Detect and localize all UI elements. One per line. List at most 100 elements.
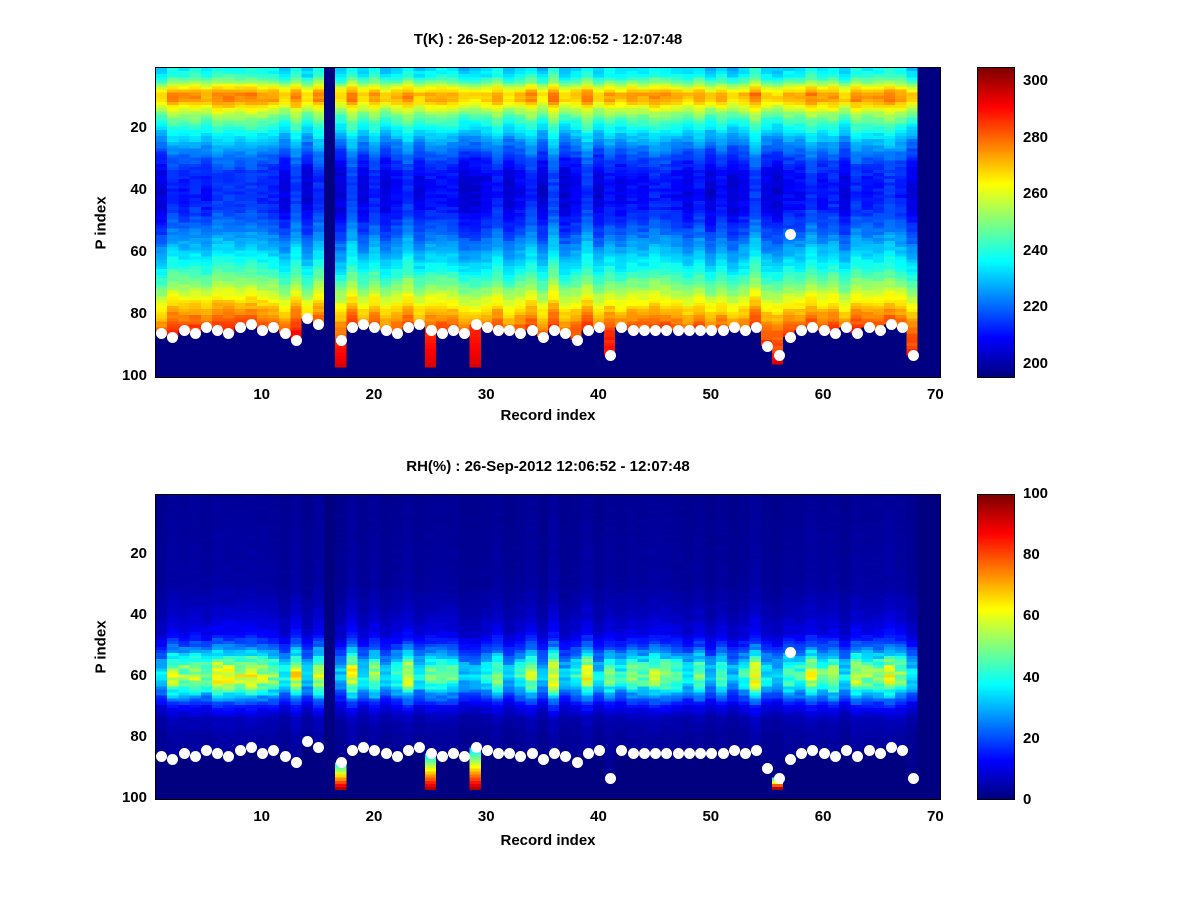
surface-dot xyxy=(358,319,370,331)
surface-dot xyxy=(661,748,673,760)
surface-dot xyxy=(380,748,392,760)
surface-dot xyxy=(829,328,841,340)
colorbar-tick-label: 100 xyxy=(1023,485,1049,502)
surface-dot xyxy=(391,328,403,340)
surface-dot xyxy=(706,748,718,760)
colorbar-canvas xyxy=(978,68,1014,377)
surface-dot xyxy=(156,751,168,763)
colorbar-tick-label: 0 xyxy=(1023,791,1032,808)
surface-dot xyxy=(885,319,897,331)
x-tick-label: 30 xyxy=(477,808,495,825)
surface-dot xyxy=(863,322,875,334)
surface-dot xyxy=(380,325,392,337)
surface-dot xyxy=(425,748,437,760)
surface-dot xyxy=(841,745,853,756)
surface-dot xyxy=(515,328,527,340)
surface-dot xyxy=(582,325,594,337)
surface-dot xyxy=(717,325,729,337)
y-axis-label: P index xyxy=(92,620,110,674)
surface-dot xyxy=(470,741,482,753)
surface-dot xyxy=(481,322,493,334)
surface-dot xyxy=(245,741,257,753)
x-tick-label: 60 xyxy=(814,808,832,825)
colorbar-tick-label: 240 xyxy=(1023,241,1049,259)
surface-dot xyxy=(223,328,235,340)
surface-dot xyxy=(638,325,650,337)
x-tick-label: 10 xyxy=(253,808,270,825)
surface-dot xyxy=(403,745,415,756)
surface-dot xyxy=(302,735,314,747)
surface-dot xyxy=(807,745,819,756)
surface-dot xyxy=(818,748,830,760)
surface-dot xyxy=(347,322,358,334)
surface-dot xyxy=(762,763,774,775)
surface-dot xyxy=(807,322,819,334)
surface-dot xyxy=(661,325,673,337)
surface-dot xyxy=(773,772,785,784)
x-tick-label: 60 xyxy=(814,386,832,403)
surface-dot xyxy=(515,751,527,763)
surface-dot xyxy=(885,741,897,753)
surface-dot xyxy=(245,319,257,331)
surface-dot xyxy=(818,325,830,337)
surface-dot xyxy=(762,340,774,352)
colorbar-tick-label: 280 xyxy=(1023,128,1049,146)
surface-dot xyxy=(302,312,314,324)
y-tick-label: 100 xyxy=(121,367,147,385)
surface-dot xyxy=(257,325,269,337)
surface-dot xyxy=(549,748,561,760)
surface-dot xyxy=(537,331,549,343)
y-tick-label: 100 xyxy=(121,789,147,807)
surface-dot xyxy=(268,745,280,756)
surface-dot xyxy=(672,325,684,337)
surface-dot xyxy=(268,322,280,334)
surface-dot xyxy=(223,751,235,763)
surface-dot xyxy=(638,748,650,760)
surface-dot xyxy=(582,748,594,760)
surface-dot xyxy=(796,325,808,337)
surface-dot xyxy=(369,322,381,334)
surface-dot xyxy=(504,325,516,337)
x-tick-label: 30 xyxy=(477,386,495,403)
surface-dot xyxy=(537,754,549,766)
surface-dot xyxy=(549,325,561,337)
surface-dot xyxy=(560,751,572,763)
colorbar-tick-label: 200 xyxy=(1023,354,1049,372)
surface-dot xyxy=(178,748,190,760)
surface-dots-layer xyxy=(156,68,940,377)
surface-dot xyxy=(414,319,426,331)
surface-dot xyxy=(650,748,662,760)
surface-dot xyxy=(167,331,179,343)
surface-dot xyxy=(279,751,291,763)
surface-dot xyxy=(571,334,583,346)
surface-dot xyxy=(560,328,572,340)
surface-dot xyxy=(852,751,864,763)
surface-dot xyxy=(257,748,269,760)
colorbar-tick-label: 20 xyxy=(1023,729,1040,747)
surface-dot xyxy=(167,754,179,766)
surface-dot xyxy=(391,751,403,763)
surface-dot xyxy=(414,741,426,753)
surface-dot xyxy=(863,745,875,756)
surface-dot xyxy=(234,745,246,756)
surface-dot xyxy=(234,322,246,334)
surface-dot xyxy=(571,757,583,769)
surface-dot xyxy=(492,325,504,337)
surface-dot xyxy=(403,322,415,334)
y-tick-label: 80 xyxy=(130,728,147,746)
surface-dot xyxy=(448,748,460,760)
surface-dot xyxy=(594,745,606,756)
y-tick-label: 40 xyxy=(130,605,147,623)
surface-dot xyxy=(526,325,538,337)
chart-title: T(K) : 26-Sep-2012 12:06:52 - 12:07:48 xyxy=(413,31,683,48)
surface-dot xyxy=(751,745,763,756)
surface-dot xyxy=(189,751,201,763)
surface-dot xyxy=(616,745,628,756)
surface-dot xyxy=(784,647,796,659)
surface-dot xyxy=(829,751,841,763)
surface-dot xyxy=(627,325,639,337)
surface-dot xyxy=(773,350,785,362)
